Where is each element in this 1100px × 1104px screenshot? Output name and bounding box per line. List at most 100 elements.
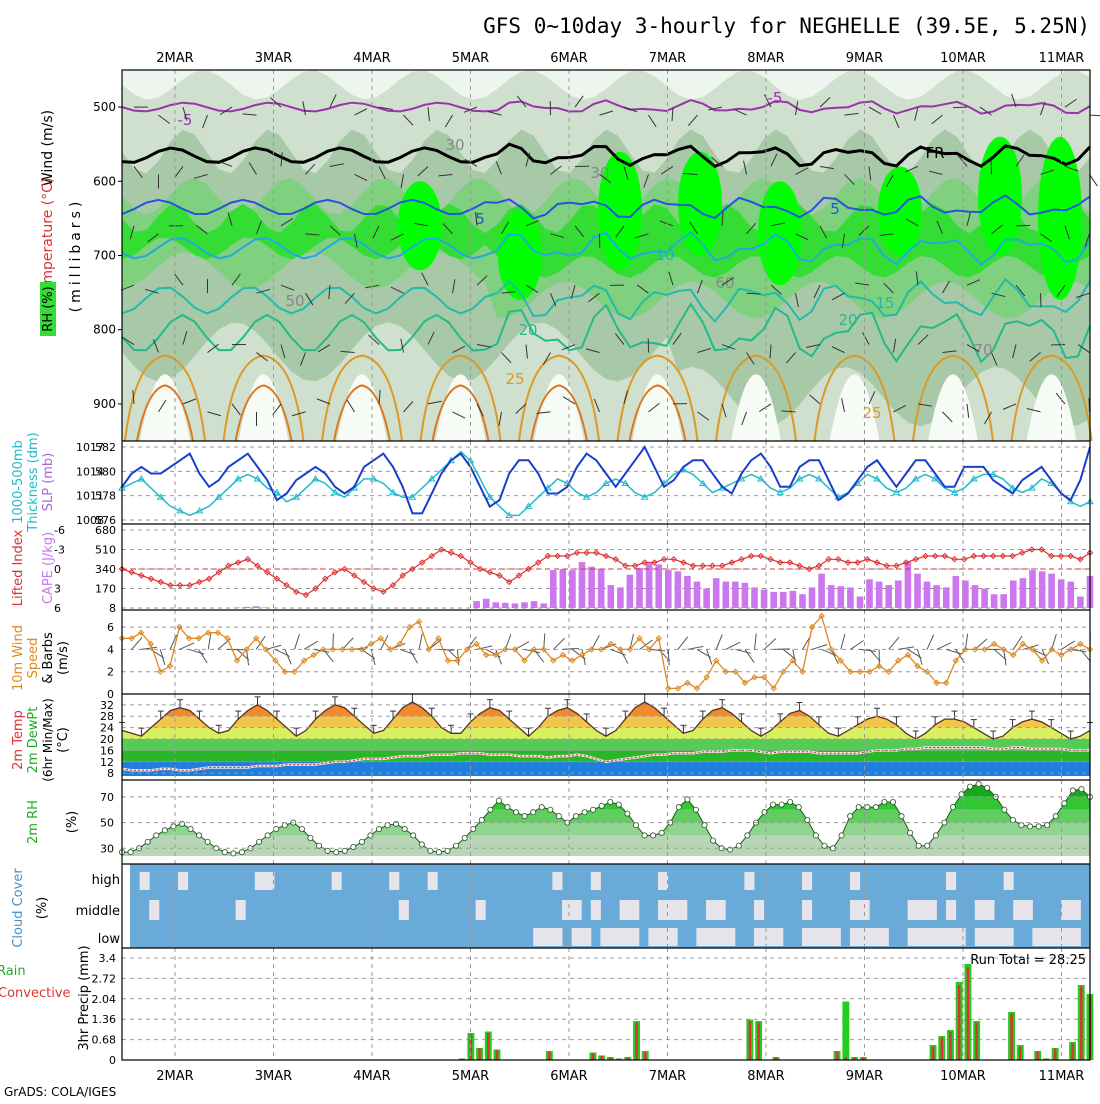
rh-point [548, 807, 553, 812]
cloud-clear-cell [917, 900, 927, 920]
thickness-label-1: 1000-500mb [11, 440, 26, 524]
rh-point [1079, 787, 1084, 792]
precip-tick: 3.4 [99, 952, 117, 965]
cloud-clear-cell [668, 928, 678, 946]
cloud-clear-cell [754, 900, 764, 920]
cloud-clear-cell [946, 872, 956, 890]
rh-point [985, 785, 990, 790]
rh-point [813, 833, 818, 838]
rh-point [128, 850, 133, 855]
cape-bar [493, 602, 500, 608]
cloud-clear-cell [236, 900, 246, 920]
rh-point [256, 839, 261, 844]
cape-bar [1077, 597, 1084, 609]
cloud-clear-cell [620, 928, 630, 946]
rh-point [394, 821, 399, 826]
cloud-clear-cell [975, 900, 985, 920]
li-tick: 3 [54, 583, 61, 596]
cape-bar [684, 576, 691, 608]
precip-conv-bar [487, 1033, 490, 1060]
precip-conv-bar [548, 1052, 551, 1060]
rh-point [848, 814, 853, 819]
cloud-clear-cell [658, 872, 668, 890]
mb-tick-label: 700 [93, 249, 116, 263]
rh-point [710, 838, 715, 843]
cloud-clear-cell [927, 928, 937, 946]
mb-tick-label: 900 [93, 397, 116, 411]
rh-point [702, 823, 707, 828]
precip-tick: 0.68 [92, 1034, 117, 1047]
cape-bar [818, 574, 825, 608]
cloud-clear-cell [399, 900, 409, 920]
slp-tick: 1017 [76, 441, 104, 454]
rh-point [633, 823, 638, 828]
cape-bar [512, 603, 519, 608]
cape-bar [962, 581, 969, 609]
cape-bar [895, 581, 902, 609]
t2m-tick: 8 [107, 767, 114, 780]
cape-bar [838, 586, 845, 608]
date-label-bottom: 11MAR [1039, 1069, 1085, 1084]
rh-point [385, 823, 390, 828]
date-label-top: 10MAR [940, 51, 986, 66]
precip-conv-bar [941, 1038, 944, 1061]
precip-conv-bar [932, 1047, 935, 1061]
rh-point [496, 798, 501, 803]
cape-bar [473, 601, 480, 608]
precip-conv-bar [958, 985, 961, 1060]
cape-bar [723, 582, 730, 608]
cloud-clear-cell [572, 900, 582, 920]
rh-point [1019, 823, 1024, 828]
rh-point [591, 807, 596, 812]
chart-title: GFS 0~10day 3-hourly for NEGHELLE (39.5E… [483, 14, 1090, 38]
precip-tick: 2.72 [92, 972, 117, 985]
temp2m-label-4: (°C) [56, 727, 71, 753]
cape-bar [262, 607, 269, 608]
cloud-clear-cell [610, 928, 620, 946]
cloud-clear-cell [1032, 928, 1042, 946]
rh-point [736, 843, 741, 848]
cape-bar [550, 570, 557, 608]
cloud-level-low: low [98, 932, 121, 947]
rh-tick: 50 [100, 817, 114, 830]
rh-point [890, 799, 895, 804]
rh-patch-bright [978, 137, 1022, 256]
rh-point [779, 802, 784, 807]
cloud-clear-cell [1013, 900, 1023, 920]
cape-bar [953, 576, 960, 608]
rh-tick: 70 [100, 791, 114, 804]
cape-bar [598, 569, 605, 608]
rh-point [1027, 824, 1032, 829]
cape-tick: 8 [109, 602, 116, 615]
date-label-bottom: 4MAR [353, 1069, 390, 1084]
rh-point [873, 805, 878, 810]
cloud-clear-cell [764, 928, 774, 946]
cloud-clear-cell [1061, 900, 1071, 920]
upper-air-panel: -5-5FR5510152020252530305060705006007008… [93, 70, 1100, 441]
rh-point [513, 810, 518, 815]
rh-point [239, 850, 244, 855]
cloud-clear-cell [562, 900, 572, 920]
precip-conv-bar [1071, 1044, 1074, 1061]
temp2m-label-3: (6hr Min/Max) [41, 698, 55, 782]
cloud-clear-cell [946, 928, 956, 946]
rh-point [1002, 807, 1007, 812]
cloud-clear-cell [1071, 900, 1081, 920]
cloud-clear-cell [629, 900, 639, 920]
cape-bar [1039, 571, 1046, 608]
rh-point [196, 833, 201, 838]
cape-bar [617, 587, 624, 608]
contour-label: 10 [655, 246, 674, 264]
rh-point [316, 843, 321, 848]
precip-conv-bar [1054, 1049, 1057, 1060]
precip-tick: 1.36 [92, 1013, 117, 1026]
rh-point [522, 814, 527, 819]
cloud-clear-cell [802, 872, 812, 890]
cloud-clear-cell [600, 928, 610, 946]
rh-point [1062, 801, 1067, 806]
rh-point [179, 821, 184, 826]
precip-conv-bar [749, 1021, 752, 1060]
cloud-clear-cell [140, 872, 150, 890]
cloud-clear-cell [975, 928, 985, 946]
rh-point [1045, 823, 1050, 828]
